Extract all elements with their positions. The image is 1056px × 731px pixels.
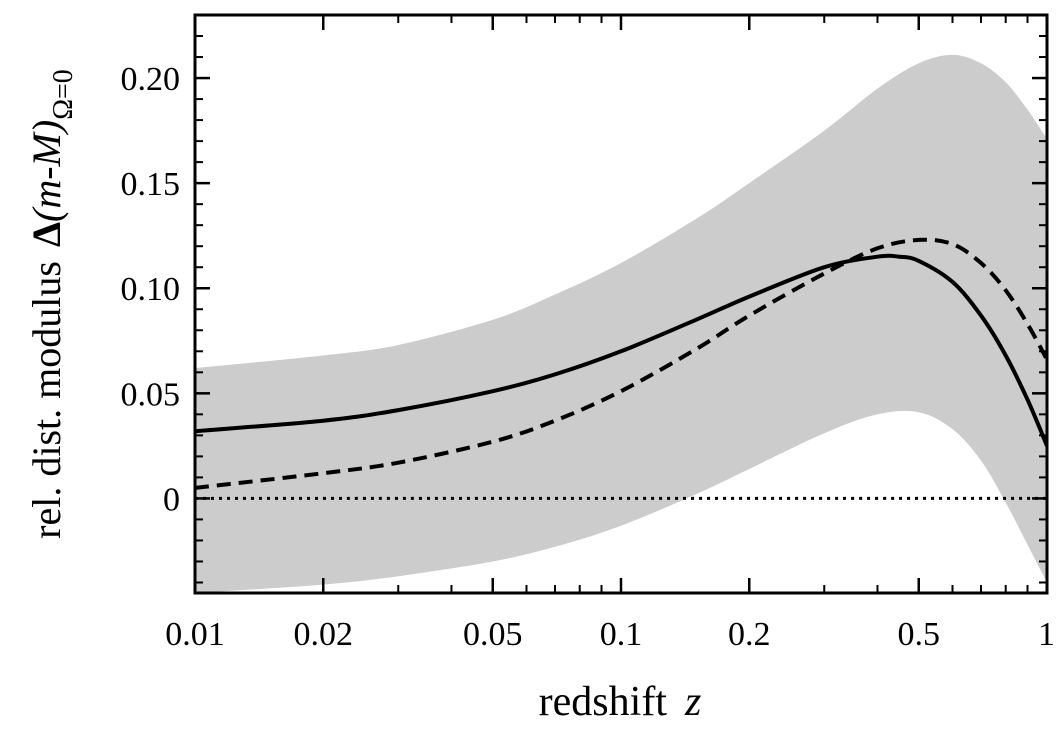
y-tick-label: 0.15 (121, 166, 181, 203)
x-tick-label: 0.5 (898, 616, 941, 653)
uncertainty-band (195, 54, 1047, 593)
solid-curve (195, 253, 1047, 447)
x-tick-label: 0.1 (600, 616, 643, 653)
y-axis-title: rel. dist. modulusΔ(m-M)Ω=0 (24, 69, 79, 539)
x-axis-title: redshift z (539, 679, 702, 725)
y-tick-label: 0 (163, 481, 180, 518)
x-tick-label: 0.05 (463, 616, 523, 653)
x-tick-label: 0.02 (293, 616, 353, 653)
y-tick-label: 0.05 (121, 376, 181, 413)
x-tick-label: 1 (1038, 616, 1055, 653)
y-tick-label: 0.20 (121, 61, 181, 98)
x-tick-label: 0.2 (728, 616, 771, 653)
x-tick-label: 0.01 (165, 616, 225, 653)
y-tick-label: 0.10 (121, 271, 181, 308)
plot-frame (193, 13, 1049, 595)
